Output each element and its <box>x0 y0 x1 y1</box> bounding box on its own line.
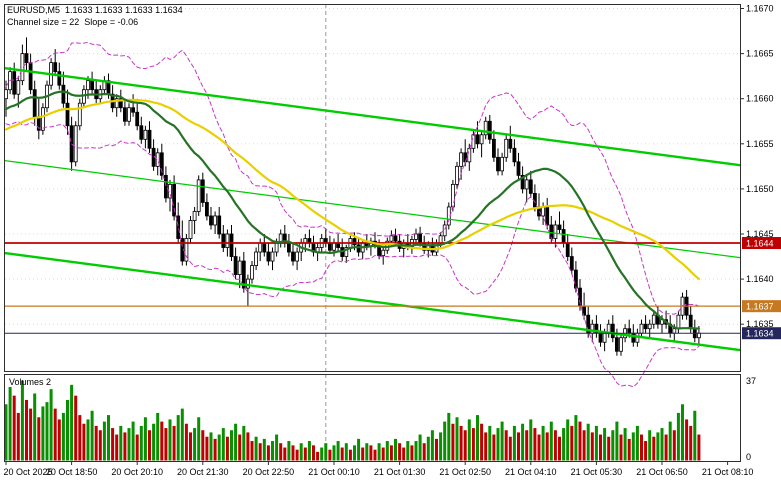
time-tick-label: 20 Oct 2025 <box>3 467 52 477</box>
horizontal-levels[interactable] <box>4 242 741 334</box>
time-tick-label: 21 Oct 04:10 <box>505 467 557 477</box>
channel-upper-line[interactable] <box>3 66 742 167</box>
time-tick-label: 21 Oct 08:10 <box>702 467 754 477</box>
symbol-ohlc-readout: EURUSD,M5 1.1633 1.1633 1.1633 1.1634 <box>7 5 183 15</box>
volume-scale: 37 0 <box>746 376 756 462</box>
price-tick-label: 1.1645 <box>746 229 774 239</box>
time-tick-label: 21 Oct 06:50 <box>636 467 688 477</box>
price-tag-red-level: 1.1644 <box>742 237 781 250</box>
price-tag-bid: 1.1634 <box>742 327 781 340</box>
bollinger-upper-line <box>5 41 700 315</box>
ma-slow-yellow-layer <box>4 98 701 281</box>
bollinger-lower-line <box>5 121 700 388</box>
time-tick-label: 21 Oct 00:10 <box>308 467 360 477</box>
time-tick-label: 21 Oct 02:50 <box>439 467 491 477</box>
time-tick-label: 20 Oct 18:50 <box>46 467 98 477</box>
ma-fast-green-line <box>4 90 701 330</box>
time-tick-label: 20 Oct 22:50 <box>243 467 295 477</box>
time-tick-label: 20 Oct 20:10 <box>111 467 163 477</box>
time-tick-label: 21 Oct 05:30 <box>571 467 623 477</box>
volumes-indicator-label: Volumes 2 <box>9 377 52 387</box>
channel-info-readout: Channel size = 22 Slope = -0.06 <box>7 17 139 27</box>
svg-text:1.1644: 1.1644 <box>746 239 774 249</box>
channel-lower-line[interactable] <box>3 251 742 352</box>
price-scale[interactable]: 1.16701.16651.16601.16551.16501.16451.16… <box>741 4 781 340</box>
svg-text:1.1634: 1.1634 <box>746 329 774 339</box>
time-tick-label: 21 Oct 01:30 <box>374 467 426 477</box>
channel-median-line[interactable] <box>3 159 742 259</box>
panel-borders <box>4 4 741 462</box>
grid-layer <box>5 8 740 325</box>
price-tick-label: 1.1635 <box>746 319 774 329</box>
price-tick-label: 1.1660 <box>746 94 774 104</box>
volume-scale-min: 0 <box>746 452 751 462</box>
time-tick-label: 20 Oct 21:30 <box>177 467 229 477</box>
volume-bars-layer <box>4 380 701 461</box>
price-tick-label: 1.1655 <box>746 139 774 149</box>
price-tick-label: 1.1650 <box>746 184 774 194</box>
price-tag-orange-level: 1.1637 <box>742 300 781 313</box>
svg-text:1.1637: 1.1637 <box>746 302 774 312</box>
ma-slow-yellow-line <box>4 98 701 281</box>
ma-fast-green-layer <box>4 90 701 330</box>
candles-layer <box>4 37 701 356</box>
volume-scale-max: 37 <box>746 376 756 386</box>
channel-lines[interactable] <box>3 66 742 352</box>
price-tick-label: 1.1640 <box>746 274 774 284</box>
price-tick-label: 1.1670 <box>746 4 774 14</box>
bollinger-bands <box>5 41 700 388</box>
price-tick-label: 1.1665 <box>746 49 774 59</box>
